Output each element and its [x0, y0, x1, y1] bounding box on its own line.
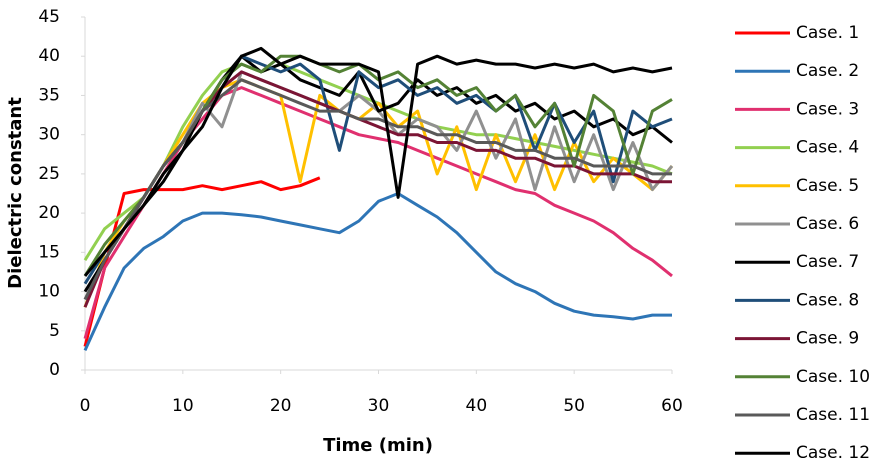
legend-label: Case. 6	[796, 214, 859, 234]
series-line	[83, 78, 672, 301]
y-tick-label: 45	[38, 7, 60, 27]
series-line	[83, 70, 674, 301]
legend-label: Case. 10	[796, 367, 870, 387]
y-tick-label: 30	[38, 125, 60, 145]
legend-label: Case. 9	[796, 329, 859, 349]
legend-label: Case. 11	[796, 405, 870, 425]
legend-label: Case. 12	[796, 443, 870, 463]
series-line	[83, 78, 674, 308]
x-tick-label: 20	[270, 396, 292, 416]
y-tick-label: 5	[49, 321, 60, 341]
series-line	[83, 176, 321, 347]
series-line	[83, 54, 673, 293]
x-axis-label: Time (min)	[323, 435, 433, 456]
legend-label: Case. 7	[796, 252, 859, 272]
y-tick-label: 0	[49, 360, 60, 380]
y-tick-label: 35	[38, 85, 60, 105]
legend-label: Case. 2	[796, 61, 859, 81]
x-tick-label: 0	[80, 396, 91, 416]
x-tick-label: 50	[563, 396, 585, 416]
y-tick-label: 15	[38, 242, 60, 262]
legend-label: Case. 3	[796, 99, 859, 119]
x-tick-label: 60	[661, 396, 683, 416]
y-tick-label: 20	[38, 203, 60, 223]
y-tick-label: 10	[38, 282, 60, 302]
legend-label: Case. 8	[796, 290, 859, 310]
x-tick-label: 40	[466, 396, 488, 416]
series-line	[83, 192, 672, 352]
y-tick-label: 40	[38, 46, 60, 66]
y-axis-label: Dielectric constant	[5, 97, 26, 289]
y-tick-label: 25	[38, 164, 60, 184]
series-line	[83, 46, 673, 277]
legend-label: Case. 5	[796, 176, 859, 196]
legend-label: Case. 1	[796, 23, 859, 43]
legend-label: Case. 4	[796, 138, 859, 158]
x-tick-label: 30	[368, 396, 390, 416]
x-tick-label: 10	[172, 396, 194, 416]
